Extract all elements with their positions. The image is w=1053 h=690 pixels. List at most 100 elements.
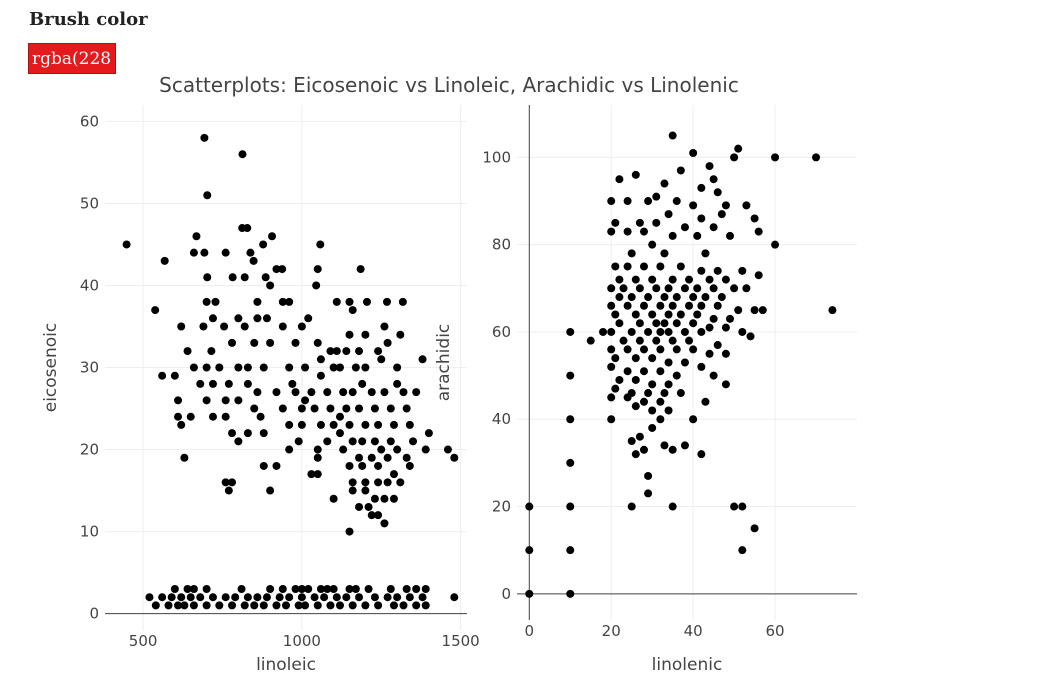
scatter-point[interactable] — [238, 224, 247, 233]
scatter-point[interactable] — [272, 265, 281, 274]
scatter-point[interactable] — [186, 412, 195, 421]
scatter-point[interactable] — [713, 341, 722, 350]
scatter-point[interactable] — [224, 379, 233, 388]
scatter-point[interactable] — [525, 546, 534, 555]
scatter-point[interactable] — [399, 388, 408, 397]
scatter-point[interactable] — [424, 429, 433, 438]
scatter-point[interactable] — [734, 306, 743, 315]
scatter-point[interactable] — [202, 601, 211, 610]
scatter-point[interactable] — [174, 396, 183, 405]
scatter-point[interactable] — [644, 489, 653, 498]
scatter-point[interactable] — [726, 231, 735, 240]
scatter-point[interactable] — [208, 412, 217, 421]
scatter-point[interactable] — [693, 231, 702, 240]
scatter-point[interactable] — [721, 380, 730, 389]
brush-color-input[interactable] — [28, 43, 116, 74]
scatter-point[interactable] — [246, 248, 255, 257]
scatter-point[interactable] — [228, 601, 237, 610]
scatter-point[interactable] — [656, 367, 665, 376]
scatter-point[interactable] — [262, 314, 271, 323]
scatter-point[interactable] — [758, 306, 767, 315]
scatter-point[interactable] — [705, 162, 714, 171]
scatter-point[interactable] — [631, 354, 640, 363]
scatter-point[interactable] — [672, 293, 681, 302]
scatter-point[interactable] — [316, 371, 325, 380]
scatter-point[interactable] — [717, 210, 726, 219]
scatter-point[interactable] — [253, 314, 262, 323]
scatter-point[interactable] — [450, 453, 459, 462]
scatter-point[interactable] — [652, 319, 661, 328]
scatter-point[interactable] — [680, 327, 689, 336]
scatter-point[interactable] — [676, 262, 685, 271]
scatter-point[interactable] — [660, 441, 669, 450]
scatter-point[interactable] — [721, 275, 730, 284]
scatter-point[interactable] — [450, 593, 459, 602]
scatter-point[interactable] — [329, 420, 338, 429]
scatter-point[interactable] — [355, 347, 364, 356]
scatter-point[interactable] — [323, 437, 332, 446]
scatter-point[interactable] — [635, 319, 644, 328]
scatter-point[interactable] — [313, 445, 322, 454]
scatter-point[interactable] — [656, 327, 665, 336]
scatter-point[interactable] — [348, 601, 357, 610]
scatter-point[interactable] — [611, 310, 620, 319]
scatter-point[interactable] — [705, 275, 714, 284]
scatter-point[interactable] — [396, 478, 405, 487]
scatter-point[interactable] — [382, 297, 391, 306]
scatter-point[interactable] — [183, 584, 192, 593]
scatter-point[interactable] — [627, 437, 636, 446]
scatter-point[interactable] — [730, 153, 739, 162]
scatter-point[interactable] — [374, 601, 383, 610]
scatter-point[interactable] — [664, 310, 673, 319]
scatter-point[interactable] — [199, 322, 208, 331]
scatter-point[interactable] — [278, 265, 287, 274]
scatter-point[interactable] — [312, 281, 321, 290]
scatter-point[interactable] — [607, 227, 616, 236]
scatter-point[interactable] — [750, 524, 759, 533]
scatter-point[interactable] — [607, 327, 616, 336]
scatter-point[interactable] — [639, 227, 648, 236]
scatter-point[interactable] — [685, 275, 694, 284]
scatter-point[interactable] — [721, 349, 730, 358]
scatter-point[interactable] — [652, 192, 661, 201]
scatter-point[interactable] — [234, 396, 243, 405]
scatter-point[interactable] — [189, 584, 198, 593]
scatter-point[interactable] — [660, 179, 669, 188]
scatter-point[interactable] — [812, 153, 821, 162]
scatter-point[interactable] — [313, 470, 322, 479]
scatter-point[interactable] — [316, 584, 325, 593]
scatter-point[interactable] — [238, 150, 247, 159]
scatter-point[interactable] — [215, 601, 224, 610]
scatter-point[interactable] — [734, 144, 743, 153]
scatter-point[interactable] — [202, 297, 211, 306]
scatter-point[interactable] — [607, 362, 616, 371]
scatter-point[interactable] — [656, 415, 665, 424]
scatter-point[interactable] — [339, 388, 348, 397]
scatter-point[interactable] — [668, 231, 677, 240]
scatter-point[interactable] — [259, 429, 268, 438]
scatter-point[interactable] — [656, 262, 665, 271]
scatter-point[interactable] — [693, 310, 702, 319]
scatter-point[interactable] — [174, 412, 183, 421]
scatter-point[interactable] — [389, 494, 398, 503]
scatter-point[interactable] — [396, 330, 405, 339]
scatter-point[interactable] — [285, 363, 294, 372]
scatter-point[interactable] — [631, 450, 640, 459]
scatter-point[interactable] — [167, 593, 176, 602]
scatter-point[interactable] — [345, 330, 354, 339]
scatter-point[interactable] — [726, 314, 735, 323]
scatter-point[interactable] — [599, 327, 608, 336]
scatter-point[interactable] — [652, 218, 661, 227]
scatter-point[interactable] — [361, 486, 370, 495]
scatter-point[interactable] — [256, 412, 265, 421]
scatter-point[interactable] — [685, 336, 694, 345]
scatter-point[interactable] — [228, 273, 237, 282]
scatter-point[interactable] — [721, 323, 730, 332]
scatter-point[interactable] — [253, 593, 262, 602]
scatter-point[interactable] — [771, 240, 780, 249]
scatter-point[interactable] — [170, 584, 179, 593]
scatter-point[interactable] — [421, 601, 430, 610]
scatter-point[interactable] — [672, 319, 681, 328]
scatter-point[interactable] — [355, 502, 364, 511]
scatter-point[interactable] — [234, 437, 243, 446]
